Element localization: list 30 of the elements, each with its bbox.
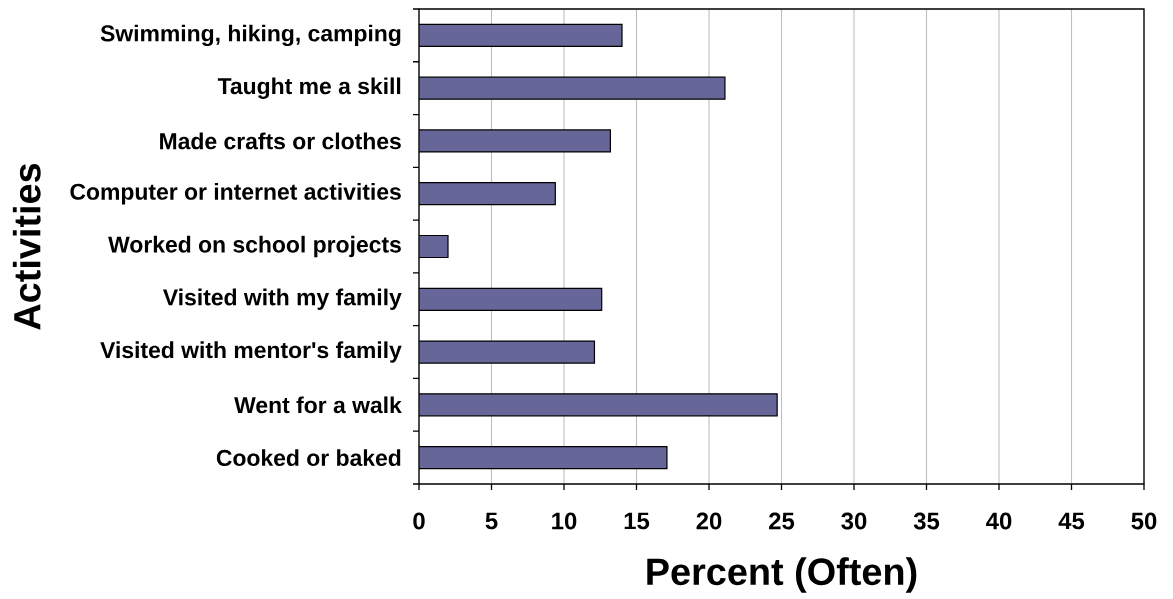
x-tick-label: 20 <box>696 512 722 530</box>
y-tick-label: Worked on school projects <box>108 235 401 258</box>
bar <box>419 393 778 417</box>
y-tick-label: Computer or internet activities <box>70 183 401 205</box>
x-tick-label: 40 <box>986 512 1012 530</box>
y-tick-label: Made crafts or clothes <box>160 132 401 150</box>
x-tick-label: 35 <box>913 512 940 530</box>
x-tick-label: 0 <box>413 512 425 530</box>
y-tick-label: Visited with mentor's family <box>100 341 402 363</box>
y-axis-title: Activities <box>12 163 41 330</box>
x-tick-label: 30 <box>841 512 867 530</box>
bar <box>419 23 623 47</box>
y-tick-label: Cooked or baked <box>216 449 401 467</box>
x-tick-label: 25 <box>769 512 795 530</box>
x-tick-label: 5 <box>485 512 498 530</box>
bar <box>419 340 596 364</box>
y-tick-label: Swimming, hiking, camping <box>100 24 401 47</box>
x-tick-label: 15 <box>624 512 650 530</box>
x-tick-label: 45 <box>1058 512 1085 530</box>
bar <box>419 287 603 311</box>
x-tick-label: 10 <box>552 512 577 530</box>
x-axis-title: Percent (Often) <box>647 557 917 593</box>
y-tick-label: Visited with my family <box>162 288 402 310</box>
bar <box>419 182 556 206</box>
bar <box>419 129 611 153</box>
bar <box>419 76 726 100</box>
x-tick-label: 50 <box>1131 512 1157 530</box>
bar <box>419 446 668 470</box>
y-tick-label: Went for a walk <box>234 396 402 414</box>
y-tick-label: Taught me a skill <box>217 77 401 99</box>
